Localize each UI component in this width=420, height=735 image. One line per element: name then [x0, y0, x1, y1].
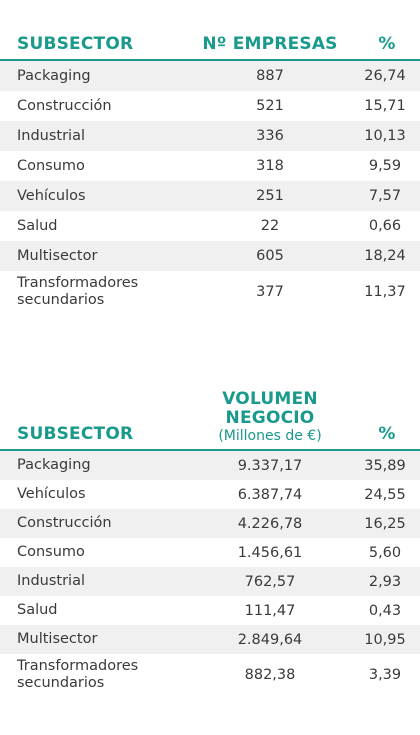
percent-cell: 10,13 [364, 128, 406, 144]
percent-cell: 5,60 [368, 544, 402, 561]
header-volume-line2: NEGOCIO [225, 408, 315, 428]
value-cell: 762,57 [244, 573, 296, 590]
percent-cell: 10,95 [364, 631, 406, 648]
table-row: Packaging 9.337,17 35,89 [0, 451, 420, 480]
table-row: Multisector 2.849,64 10,95 [0, 625, 420, 654]
value-cell: 1.456,61 [237, 544, 303, 561]
business-volume-table: SUBSECTOR VOLUMEN NEGOCIO (Millones de €… [0, 388, 420, 695]
table-row: Industrial 336 10,13 [0, 121, 420, 151]
percent-cell: 35,89 [364, 457, 406, 474]
header-percent: % [378, 34, 396, 54]
subsector-name: Transformadores secundarios [17, 274, 139, 308]
subsector-name: Salud [17, 217, 58, 234]
subsector-name: Consumo [17, 544, 85, 560]
header-percent: % [378, 424, 396, 444]
business-volume-table-header: SUBSECTOR VOLUMEN NEGOCIO (Millones de €… [0, 388, 420, 451]
subsector-name: Transformadores secundarios [17, 657, 139, 691]
header-volume-unit: (Millones de €) [218, 428, 322, 444]
subsector-name: Packaging [17, 457, 91, 473]
percent-cell: 3,39 [368, 666, 402, 683]
table-row: Transformadores secundarios 882,38 3,39 [0, 654, 420, 695]
table-row: Construcción 521 15,71 [0, 91, 420, 121]
value-cell: 22 [260, 218, 280, 234]
table-row: Multisector 605 18,24 [0, 241, 420, 271]
table-row: Salud 111,47 0,43 [0, 596, 420, 625]
value-cell: 521 [256, 98, 284, 114]
percent-cell: 2,93 [368, 573, 402, 590]
header-volume-line1: VOLUMEN [222, 389, 318, 409]
companies-table-header: SUBSECTOR Nº EMPRESAS % [0, 28, 420, 61]
value-cell: 318 [256, 158, 284, 174]
value-cell: 605 [256, 248, 284, 264]
companies-table-body: Packaging 887 26,74 Construcción 521 15,71 Ind… [0, 61, 420, 312]
percent-cell: 15,71 [364, 98, 406, 114]
header-business-volume: VOLUMEN NEGOCIO (Millones de €) [188, 389, 352, 445]
value-cell: 377 [256, 283, 284, 300]
table-row: Construcción 4.226,78 16,25 [0, 509, 420, 538]
table-row: Consumo 1.456,61 5,60 [0, 538, 420, 567]
subsector-name: Construcción [17, 515, 112, 531]
table-row: Vehículos 251 7,57 [0, 181, 420, 211]
subsector-name: Multisector [17, 631, 98, 647]
value-cell: 882,38 [244, 666, 296, 683]
percent-cell: 16,25 [364, 515, 406, 532]
value-cell: 9.337,17 [237, 457, 303, 474]
percent-cell: 18,24 [364, 248, 406, 264]
table-row: Transformadores secundarios 377 11,37 [0, 271, 420, 312]
value-cell: 6.387,74 [237, 486, 303, 503]
table-row: Consumo 318 9,59 [0, 151, 420, 181]
percent-cell: 24,55 [364, 486, 406, 503]
subsector-name: Vehículos [17, 187, 86, 204]
percent-cell: 9,59 [368, 158, 402, 174]
subsector-name: Construcción [17, 97, 112, 114]
value-cell: 4.226,78 [237, 515, 303, 532]
header-subsector: SUBSECTOR [17, 424, 134, 444]
value-cell: 887 [256, 68, 284, 84]
percent-cell: 0,66 [368, 218, 402, 234]
subsector-name: Industrial [17, 573, 86, 589]
header-companies-count: Nº EMPRESAS [202, 34, 338, 54]
subsector-name: Consumo [17, 157, 85, 174]
percent-cell: 11,37 [364, 283, 406, 300]
table-row: Vehículos 6.387,74 24,55 [0, 480, 420, 509]
table-row: Packaging 887 26,74 [0, 61, 420, 91]
business-volume-table-body: Packaging 9.337,17 35,89 Vehículos 6.387,74 2… [0, 451, 420, 695]
table-row: Salud 22 0,66 [0, 211, 420, 241]
percent-cell: 0,43 [368, 602, 402, 619]
value-cell: 251 [256, 188, 284, 204]
subsector-name: Packaging [17, 67, 91, 84]
value-cell: 336 [256, 128, 284, 144]
value-cell: 111,47 [244, 602, 296, 619]
value-cell: 2.849,64 [237, 631, 303, 648]
percent-cell: 7,57 [368, 188, 402, 204]
subsector-name: Multisector [17, 247, 98, 264]
companies-table: SUBSECTOR Nº EMPRESAS % Packaging 887 26,7… [0, 28, 420, 312]
percent-cell: 26,74 [364, 68, 406, 84]
subsector-name: Salud [17, 602, 58, 618]
subsector-name: Vehículos [17, 486, 86, 502]
header-subsector: SUBSECTOR [17, 34, 134, 54]
subsector-name: Industrial [17, 127, 86, 144]
table-row: Industrial 762,57 2,93 [0, 567, 420, 596]
